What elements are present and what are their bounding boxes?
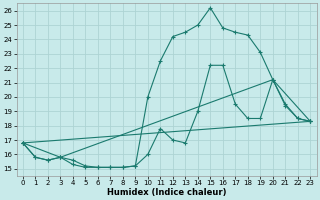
X-axis label: Humidex (Indice chaleur): Humidex (Indice chaleur) [107, 188, 226, 197]
